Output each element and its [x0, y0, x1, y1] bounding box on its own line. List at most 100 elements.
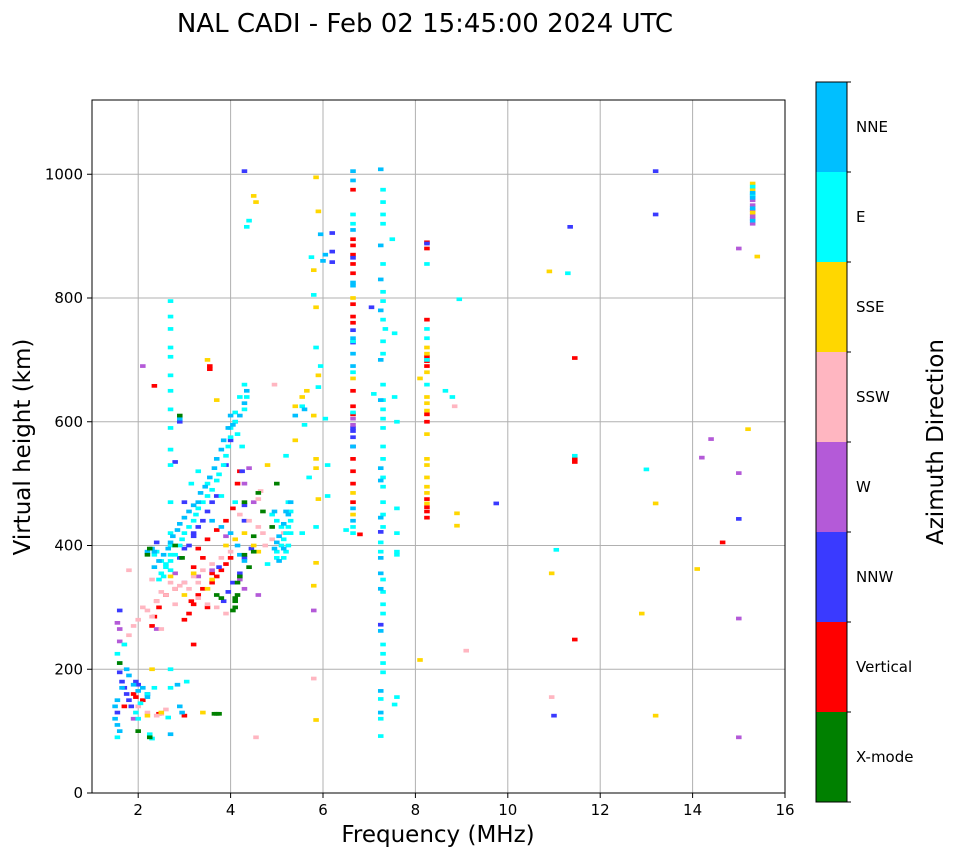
echo-point: [234, 432, 241, 436]
echo-point: [380, 457, 386, 461]
echo-point: [227, 435, 234, 440]
echo-point: [204, 586, 211, 591]
echo-point: [190, 565, 197, 570]
echo-point: [225, 444, 232, 449]
echo-point: [546, 269, 553, 274]
echo-point: [745, 427, 751, 432]
echo-point: [243, 388, 250, 393]
echo-point: [310, 268, 317, 273]
echo-point: [377, 629, 384, 633]
echo-point: [380, 525, 386, 529]
echo-point: [237, 571, 243, 576]
echo-point: [156, 605, 162, 610]
echo-point: [116, 670, 123, 675]
echo-point: [391, 702, 398, 707]
echo-point: [250, 194, 257, 198]
echo-point: [380, 602, 386, 607]
echo-point: [172, 552, 178, 557]
echo-point: [371, 392, 377, 396]
echo-point: [172, 571, 178, 576]
echo-point: [241, 552, 248, 557]
echo-point: [241, 169, 248, 174]
echo-point: [163, 707, 169, 712]
echo-point: [754, 254, 761, 259]
echo-point: [350, 243, 356, 248]
echo-point: [213, 574, 220, 579]
echo-point: [572, 460, 578, 464]
echo-point: [204, 481, 211, 486]
echo-point: [310, 583, 317, 588]
colorbar-segment-ssw: [816, 352, 847, 442]
echo-point: [380, 590, 386, 594]
echo-point: [200, 710, 206, 715]
echo-point: [177, 521, 183, 526]
echo-point: [149, 614, 155, 619]
echo-point: [123, 692, 130, 696]
echo-point: [271, 546, 278, 551]
echo-point: [269, 512, 275, 517]
echo-point: [223, 453, 229, 458]
echo-point: [121, 704, 128, 709]
echo-point: [572, 356, 578, 360]
echo-point: [350, 237, 356, 242]
echo-point: [736, 735, 742, 740]
colorbar-tick-label: E: [856, 208, 865, 226]
echo-point: [736, 616, 742, 621]
echo-point: [350, 262, 356, 266]
data-points: [112, 167, 761, 741]
x-axis-label: Frequency (MHz): [341, 822, 534, 848]
echo-point: [167, 543, 174, 548]
echo-point: [389, 237, 396, 242]
echo-point: [213, 593, 220, 597]
echo-point: [280, 537, 287, 542]
echo-point: [181, 713, 188, 718]
x-tick-label: 12: [591, 801, 610, 819]
echo-point: [304, 388, 310, 393]
echo-point: [241, 518, 248, 523]
echo-point: [179, 556, 185, 560]
x-tick-label: 4: [226, 801, 236, 819]
echo-point: [151, 549, 158, 554]
echo-point: [241, 382, 248, 387]
echo-point: [167, 314, 174, 319]
echo-point: [329, 249, 336, 254]
echo-point: [167, 327, 174, 331]
echo-point: [237, 574, 243, 579]
echo-point: [278, 543, 285, 548]
echo-point: [167, 732, 174, 737]
x-tick-label: 6: [318, 801, 328, 819]
echo-point: [181, 546, 188, 551]
echo-point: [749, 181, 756, 186]
echo-point: [243, 395, 250, 399]
echo-point: [380, 407, 386, 412]
echo-point: [299, 404, 305, 409]
echo-point: [377, 716, 384, 721]
echo-point: [424, 408, 430, 413]
echo-point: [377, 540, 384, 545]
echo-point: [377, 549, 384, 554]
echo-point: [572, 457, 578, 461]
echo-point: [310, 608, 317, 613]
echo-point: [207, 364, 213, 368]
echo-point: [227, 531, 234, 535]
echo-point: [350, 531, 356, 535]
y-tick-label: 600: [54, 413, 83, 431]
echo-point: [350, 491, 356, 495]
echo-point: [213, 528, 220, 532]
echo-point: [167, 345, 174, 350]
echo-point: [167, 354, 174, 359]
echo-point: [234, 543, 241, 548]
echo-point: [643, 467, 650, 472]
echo-point: [377, 556, 384, 560]
echo-point: [424, 382, 430, 387]
echo-point: [186, 509, 192, 514]
x-tick-label: 16: [775, 801, 794, 819]
echo-point: [380, 289, 386, 294]
echo-point: [694, 567, 700, 571]
echo-point: [329, 231, 336, 235]
echo-point: [190, 642, 197, 647]
echo-point: [114, 651, 121, 656]
echo-point: [241, 586, 248, 591]
echo-point: [285, 543, 292, 548]
